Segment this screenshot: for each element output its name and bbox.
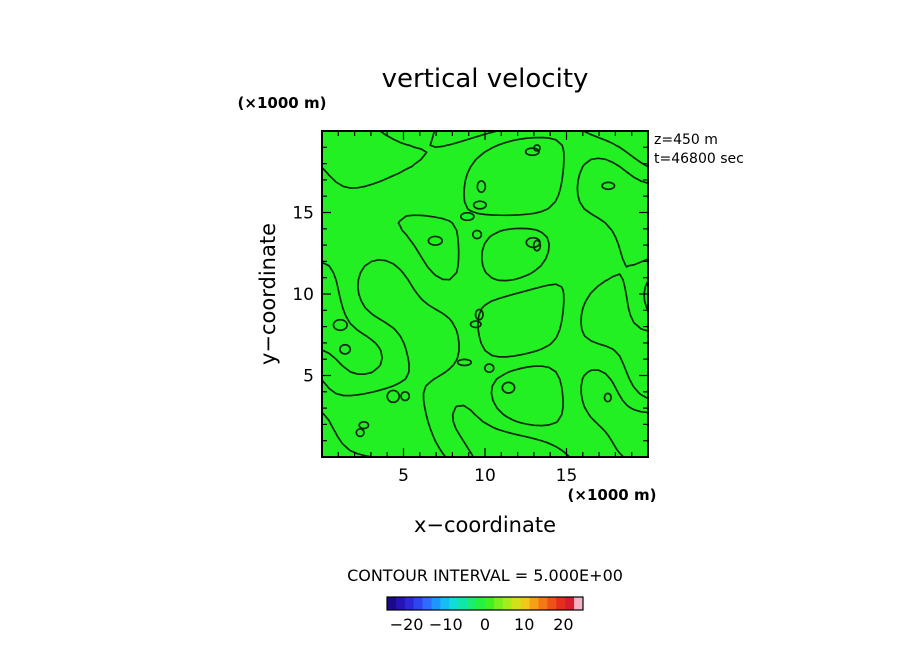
colorbar-tick-label: −20	[390, 615, 424, 634]
colorbar-tick-label: 0	[480, 615, 490, 634]
colorbar-swatch	[413, 597, 424, 610]
contour-loop	[524, 147, 540, 157]
contour-loop	[456, 358, 473, 367]
contour-loop	[525, 236, 541, 249]
colorbar-swatch	[538, 597, 548, 610]
colorbar-swatch	[565, 597, 575, 610]
contour-line	[322, 131, 648, 457]
x-tick-labels: 5 10 15	[398, 466, 577, 486]
contour-loop	[400, 391, 411, 402]
colorbar-swatch	[529, 597, 539, 610]
colorbar-swatch	[458, 597, 468, 610]
x-axis-label: x−coordinate	[414, 513, 556, 537]
colorbar-tick-label: 10	[514, 615, 534, 634]
chart-title: vertical velocity	[382, 64, 589, 94]
y-unit-label: (×1000 m)	[238, 94, 327, 112]
colorbar-swatch	[431, 597, 441, 610]
y-tick-label: 5	[303, 367, 314, 387]
colorbar-swatch	[404, 597, 415, 610]
colorbar-swatch	[520, 597, 530, 610]
y-tick-labels: 5 10 15	[292, 204, 314, 387]
contour-loop	[483, 363, 495, 374]
x-unit-label: (×1000 m)	[568, 486, 657, 504]
contour-loop	[501, 381, 516, 394]
colorbar-swatch	[467, 597, 477, 610]
colorbar-swatch	[422, 597, 432, 610]
contour-line	[322, 131, 648, 457]
colorbar-swatch	[511, 597, 522, 610]
contour-loop	[471, 229, 483, 240]
plot-field	[322, 131, 648, 457]
contour-loop	[459, 211, 475, 222]
colorbar-swatch	[440, 597, 450, 610]
y-tick-label: 15	[292, 204, 314, 224]
contour-loop	[427, 235, 444, 247]
colorbar	[386, 596, 584, 611]
contour-loop	[472, 200, 488, 210]
contour-loop	[469, 320, 482, 329]
annotation-t: t=46800 sec	[654, 151, 744, 167]
contour-loop	[603, 392, 612, 403]
contour-lines	[322, 131, 648, 457]
annotation-z: z=450 m	[654, 132, 718, 148]
contour-interval-label: CONTOUR INTERVAL = 5.000E+00	[347, 566, 623, 585]
contour-loop	[533, 144, 541, 152]
colorbar-swatch	[476, 597, 486, 610]
contour-loop	[332, 318, 348, 332]
colorbar-swatch	[556, 597, 566, 610]
contour-loop	[532, 239, 542, 252]
colorbar-swatch	[547, 597, 557, 610]
contour-loop	[338, 343, 352, 355]
y-tick-label: 10	[292, 285, 314, 305]
colorbar-swatch	[485, 597, 495, 610]
colorbar-tick-label: 20	[553, 615, 573, 634]
colorbar-frame	[386, 596, 584, 611]
x-tick-label: 15	[556, 466, 578, 486]
contour-loop	[358, 420, 370, 430]
colorbar-swatch	[395, 597, 406, 610]
x-tick-label: 10	[474, 466, 496, 486]
colorbar-tick-labels: −20 −10 0 10 20	[390, 615, 574, 634]
contour-loop	[474, 308, 484, 321]
colorbar-tick-label: −10	[429, 615, 463, 634]
contour-loop	[386, 389, 401, 404]
colorbar-swatch	[574, 597, 584, 610]
x-tick-label: 5	[398, 466, 409, 486]
y-axis-label: y−coordinate	[256, 223, 280, 365]
colorbar-swatch	[449, 597, 459, 610]
contour-loop	[601, 181, 616, 191]
colorbar-swatch	[502, 597, 513, 610]
contour-loop	[355, 427, 365, 438]
contour-loop	[476, 180, 487, 194]
axis-ticks	[322, 131, 648, 457]
colorbar-swatch	[493, 597, 504, 610]
colorbar-swatch	[387, 597, 397, 610]
